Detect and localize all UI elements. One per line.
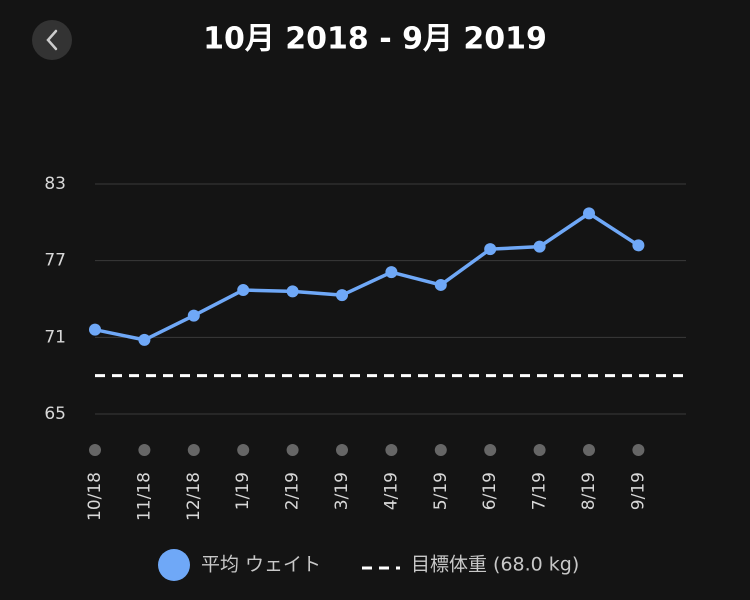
y-tick-label: 77 [44, 251, 66, 271]
data-point [385, 266, 398, 279]
data-point [138, 333, 151, 346]
data-point [484, 243, 497, 256]
data-point [434, 278, 447, 291]
x-tick-dot [583, 444, 595, 456]
x-tick-dot [89, 444, 101, 456]
series-line [94, 211, 640, 342]
x-tick-label: 9/19 [628, 472, 648, 510]
legend-goal-label: 目標体重 (68.0 kg) [411, 554, 579, 576]
data-point [237, 284, 250, 297]
x-tick-dot [434, 444, 447, 456]
x-tick-label: 1/19 [233, 472, 253, 510]
data-point [187, 309, 200, 322]
x-tick-dot [385, 444, 398, 456]
chart-title: 10月 2018 - 9月 2019 [203, 22, 547, 57]
x-tick-label: 5/19 [431, 472, 451, 510]
legend-swatch [158, 549, 190, 581]
x-tick-label: 3/19 [332, 472, 352, 510]
x-tick-label: 12/18 [184, 472, 204, 521]
x-tick-dot [632, 444, 645, 456]
data-point [286, 285, 299, 298]
x-tick-dot [484, 444, 497, 456]
back-button[interactable] [32, 20, 72, 60]
x-tick-dot [138, 444, 151, 456]
x-tick-label: 8/19 [579, 472, 599, 510]
x-tick-dot [237, 444, 250, 456]
x-tick-label: 7/19 [530, 472, 550, 510]
data-point [583, 207, 595, 220]
data-point [533, 240, 546, 253]
x-tick-label: 4/19 [381, 472, 401, 510]
back-button-circle[interactable] [32, 20, 72, 60]
legend-label: 平均 ウェイト [201, 554, 321, 576]
back-arrow[interactable] [46, 29, 58, 51]
data-point [336, 289, 348, 302]
x-tick-dot [533, 444, 546, 456]
data-point [89, 323, 101, 336]
x-tick-dot [187, 444, 200, 456]
x-tick-label: 10/18 [85, 472, 105, 521]
x-tick-label: 6/19 [480, 472, 500, 510]
x-tick-dot [336, 444, 348, 456]
x-tick-label: 2/19 [283, 472, 303, 510]
y-tick-label: 71 [44, 327, 66, 347]
x-tick-label: 11/18 [134, 472, 154, 521]
x-tick-dot [286, 444, 299, 456]
y-tick-label: 83 [44, 174, 66, 194]
data-point [632, 239, 645, 252]
y-tick-label: 65 [44, 404, 66, 424]
